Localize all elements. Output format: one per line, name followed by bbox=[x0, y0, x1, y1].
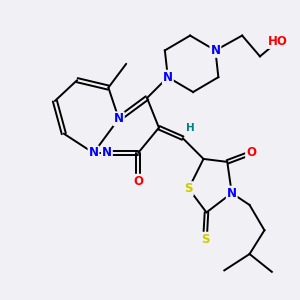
Text: N: N bbox=[102, 146, 112, 160]
Text: O: O bbox=[133, 175, 143, 188]
Text: HO: HO bbox=[268, 35, 288, 48]
Text: H: H bbox=[186, 123, 194, 133]
Text: N: N bbox=[88, 146, 98, 160]
Text: N: N bbox=[227, 187, 237, 200]
Text: N: N bbox=[114, 112, 124, 125]
Text: N: N bbox=[210, 44, 220, 57]
Text: S: S bbox=[184, 182, 193, 195]
Text: N: N bbox=[163, 71, 173, 84]
Text: S: S bbox=[201, 233, 209, 246]
Text: O: O bbox=[246, 146, 256, 160]
